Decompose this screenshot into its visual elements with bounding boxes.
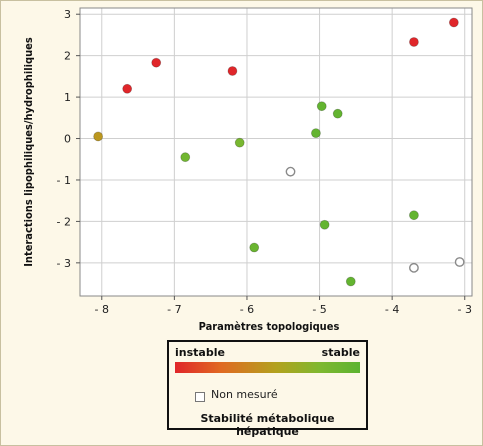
unmeasured-marker-icon	[195, 392, 205, 402]
y-tick-label: 2	[64, 50, 71, 63]
x-tick-label: - 4	[385, 303, 399, 316]
data-point-unmeasured	[454, 257, 465, 267]
data-point	[227, 66, 238, 76]
data-point	[234, 137, 245, 148]
data-point	[319, 219, 330, 230]
data-point	[311, 128, 321, 139]
data-point-unmeasured	[409, 262, 419, 273]
y-tick-label: 0	[64, 133, 71, 146]
data-point	[122, 83, 133, 94]
legend-unmeasured-label: Non mesuré	[211, 388, 278, 401]
data-point	[151, 57, 162, 68]
data-point-unmeasured	[285, 166, 296, 177]
data-point	[316, 101, 327, 112]
legend-colorbar	[175, 362, 360, 373]
x-tick-label: - 7	[167, 303, 181, 316]
y-tick-label: - 2	[57, 215, 71, 228]
legend-max-label: stable	[321, 346, 360, 359]
x-tick-label: - 3	[458, 303, 472, 316]
legend: instable stable Non mesuré Stabilité mét…	[167, 340, 368, 438]
data-point	[249, 242, 260, 253]
x-tick-label: - 8	[95, 303, 109, 316]
data-point	[345, 276, 356, 287]
x-tick-label: - 5	[312, 303, 326, 316]
data-point	[93, 131, 104, 142]
data-point	[409, 37, 419, 47]
plot-area	[80, 8, 472, 296]
data-point	[332, 108, 343, 119]
plot-border	[79, 7, 473, 297]
legend-title: Stabilité métabolique hépatique	[200, 412, 335, 438]
y-tick-label: 3	[64, 8, 71, 21]
y-tick-label: - 3	[57, 257, 71, 270]
data-point	[409, 210, 419, 221]
y-tick-label: 1	[64, 91, 71, 104]
y-axis-title: Interactions lipophiliques/hydrophilique…	[22, 37, 35, 267]
legend-min-label: instable	[175, 346, 225, 359]
data-point	[180, 152, 191, 163]
x-axis-title: Paramètres topologiques	[199, 320, 340, 333]
x-tick-label: - 6	[240, 303, 254, 316]
y-tick-label: - 1	[57, 174, 71, 187]
data-point	[448, 17, 459, 28]
